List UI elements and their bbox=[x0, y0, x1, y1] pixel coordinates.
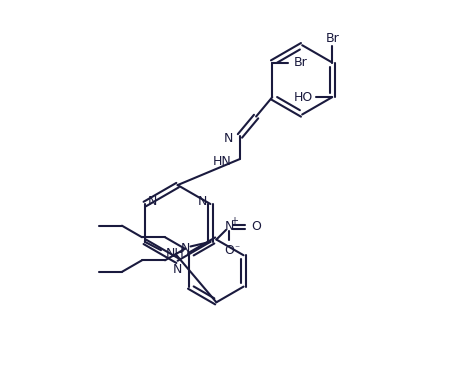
Text: HN: HN bbox=[213, 155, 232, 168]
Text: N: N bbox=[148, 195, 158, 208]
Text: N: N bbox=[225, 220, 234, 233]
Text: Br: Br bbox=[325, 32, 339, 45]
Text: ⁻: ⁻ bbox=[235, 244, 240, 254]
Text: N: N bbox=[198, 195, 207, 208]
Text: N: N bbox=[224, 132, 233, 145]
Text: O: O bbox=[251, 220, 261, 233]
Text: N: N bbox=[173, 263, 182, 276]
Text: O: O bbox=[224, 244, 234, 257]
Text: +: + bbox=[230, 216, 238, 226]
Text: HO: HO bbox=[294, 91, 313, 104]
Text: N: N bbox=[180, 242, 190, 255]
Text: NH: NH bbox=[165, 247, 185, 260]
Text: Br: Br bbox=[294, 56, 308, 69]
